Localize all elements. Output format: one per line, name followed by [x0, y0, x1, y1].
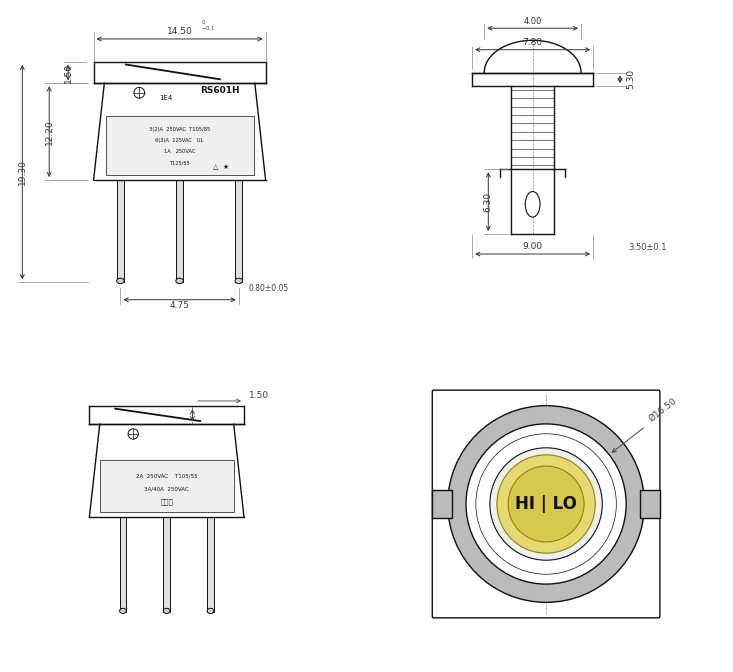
- Text: 19.30: 19.30: [18, 159, 27, 185]
- Text: 3(2)A  250VAC  T105/85: 3(2)A 250VAC T105/85: [149, 126, 210, 132]
- Text: 1A   250VAC: 1A 250VAC: [164, 149, 195, 155]
- Text: △  ★: △ ★: [213, 164, 229, 170]
- Text: HI | LO: HI | LO: [515, 495, 577, 513]
- Bar: [163, 517, 170, 612]
- Text: ⒸⒸⒸ: ⒸⒸⒸ: [161, 498, 173, 505]
- Circle shape: [448, 406, 644, 602]
- Circle shape: [128, 429, 139, 439]
- Ellipse shape: [235, 278, 243, 284]
- Text: 1E4: 1E4: [160, 95, 173, 101]
- Circle shape: [497, 455, 595, 553]
- Text: 7.80: 7.80: [523, 38, 542, 46]
- Ellipse shape: [163, 608, 170, 614]
- Text: 14.50: 14.50: [166, 27, 193, 36]
- Text: 4.75: 4.75: [169, 302, 190, 310]
- Text: 6.30: 6.30: [484, 192, 493, 212]
- Circle shape: [476, 433, 616, 575]
- Ellipse shape: [176, 278, 183, 284]
- Text: $^{0}_{-0.1}$: $^{0}_{-0.1}$: [201, 18, 216, 33]
- Bar: [100, 460, 234, 512]
- Text: Ø16.50: Ø16.50: [647, 396, 679, 423]
- Text: 1.50: 1.50: [249, 390, 269, 400]
- Circle shape: [134, 87, 144, 98]
- Bar: [207, 517, 214, 612]
- Ellipse shape: [207, 608, 214, 614]
- Bar: [235, 180, 243, 282]
- FancyBboxPatch shape: [640, 490, 660, 518]
- Ellipse shape: [526, 192, 540, 217]
- Circle shape: [490, 448, 603, 560]
- Text: 3A/40A  250VAC: 3A/40A 250VAC: [144, 486, 189, 491]
- Bar: [176, 180, 183, 282]
- Text: T125/55: T125/55: [169, 160, 190, 165]
- Bar: [117, 180, 124, 282]
- Text: 0.80±0.05: 0.80±0.05: [248, 284, 288, 294]
- Text: 5.30: 5.30: [627, 69, 636, 89]
- FancyBboxPatch shape: [432, 490, 452, 518]
- Text: 1.50: 1.50: [64, 62, 73, 83]
- Text: 6(3)A  125VAC   UL: 6(3)A 125VAC UL: [155, 138, 204, 143]
- Text: 2A  250VAC    T105/55: 2A 250VAC T105/55: [136, 473, 197, 478]
- Text: 9.00: 9.00: [523, 242, 542, 251]
- Text: 12.20: 12.20: [45, 119, 54, 144]
- Circle shape: [466, 424, 626, 584]
- Bar: [119, 517, 126, 612]
- Ellipse shape: [119, 608, 126, 614]
- Text: RS601H: RS601H: [200, 87, 240, 95]
- Ellipse shape: [117, 278, 124, 284]
- Text: 4.00: 4.00: [523, 17, 542, 26]
- Bar: [106, 116, 254, 175]
- Circle shape: [508, 466, 584, 542]
- FancyBboxPatch shape: [432, 390, 660, 618]
- Text: 3.50±0.1: 3.50±0.1: [628, 243, 666, 252]
